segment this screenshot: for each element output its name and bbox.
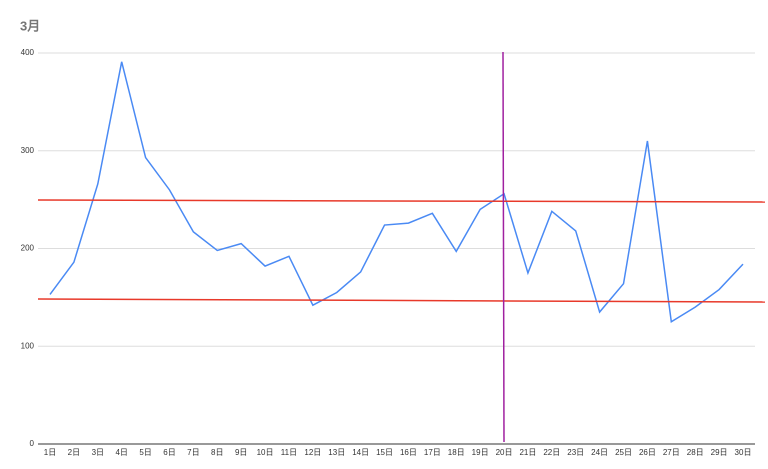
x-tick-label: 9日 [235,448,247,457]
y-tick-label: 400 [21,48,35,57]
x-tick-label: 25日 [615,448,632,457]
x-tick-label: 21日 [519,448,536,457]
x-tick-label: 14日 [352,448,369,457]
x-tick-label: 5日 [139,448,151,457]
chart-title: 3月 [20,18,40,33]
x-tick-label: 11日 [281,448,297,457]
x-tick-label: 15日 [376,448,393,457]
x-tick-label: 1日 [44,448,56,457]
data-line [49,61,744,324]
x-tick-label: 30日 [735,448,752,457]
annotation-line [37,199,766,203]
x-tick-label: 7日 [187,448,199,457]
y-tick-label: 100 [21,341,35,350]
x-tick-label: 2日 [68,448,80,457]
x-tick-label: 18日 [448,448,465,457]
x-tick-label: 3日 [92,448,104,457]
x-tick-label: 4日 [115,448,127,457]
x-tick-label: 13日 [328,448,345,457]
x-tick-label: 20日 [496,448,513,457]
x-tick-label: 19日 [472,448,489,457]
plot-area: 0 100 200 300 400 1日 2日 3日 4日 5日 6日 7日 8日 9日 10日 11日 12日… [21,48,755,457]
x-tick-label: 8日 [211,448,223,457]
x-tick-label: 17日 [424,448,441,457]
x-tick-label: 22日 [543,448,560,457]
annotation-line [37,298,766,303]
x-tick-label: 26日 [639,448,656,457]
x-tick-label: 6日 [163,448,175,457]
annotation-line [502,51,505,443]
x-tick-label: 10日 [257,448,274,457]
x-tick-label: 29日 [711,448,728,457]
x-tick-label: 12日 [304,448,321,457]
x-tick-label: 27日 [663,448,680,457]
x-tick-label: 24日 [591,448,608,457]
y-tick-label: 0 [30,439,35,448]
y-tick-label: 300 [21,146,35,155]
x-tick-label: 23日 [567,448,584,457]
x-tick-label: 16日 [400,448,417,457]
y-tick-label: 200 [21,244,35,253]
x-tick-label: 28日 [687,448,704,457]
